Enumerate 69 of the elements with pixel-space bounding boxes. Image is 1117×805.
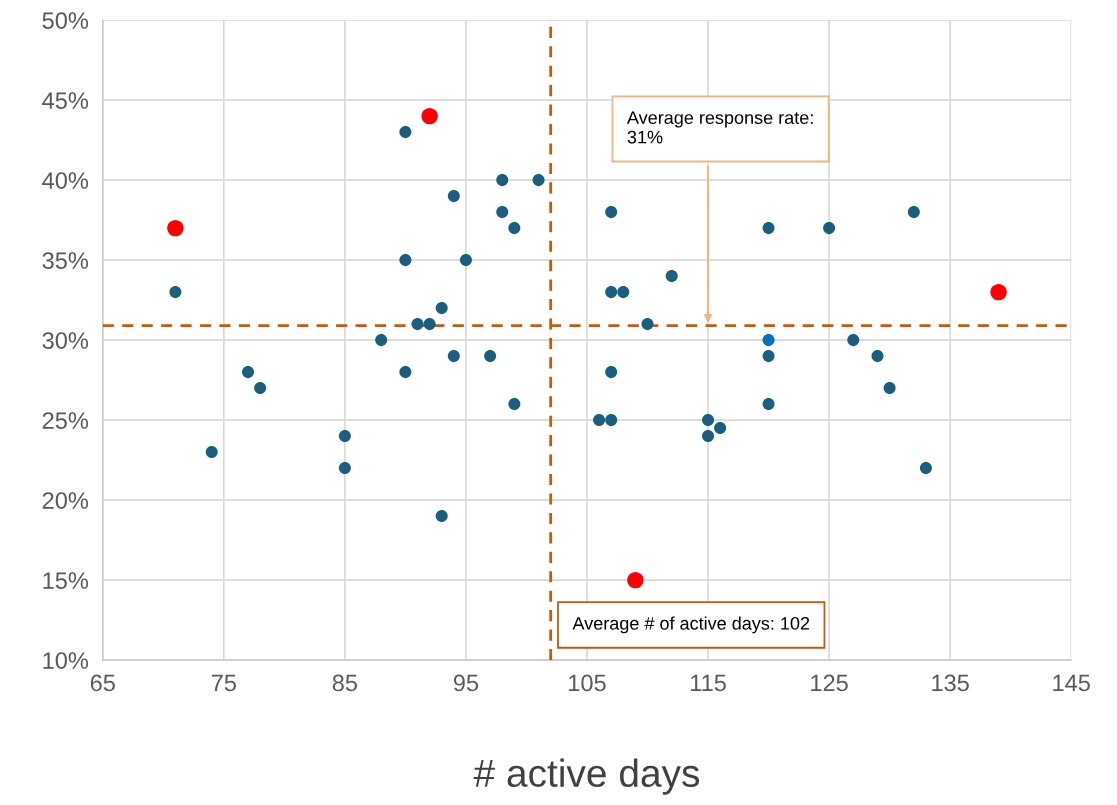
point: [421, 107, 438, 125]
y-tick-label: 45%: [42, 92, 89, 109]
y-tick-label: 25%: [42, 412, 89, 429]
x-tick-label: 145: [1053, 674, 1090, 692]
point: [605, 206, 618, 219]
point: [702, 414, 715, 427]
y-tick-label: 30%: [42, 332, 89, 349]
x-tick-label: 75: [211, 674, 236, 692]
point: [399, 126, 412, 139]
point: [411, 318, 424, 331]
point: [823, 222, 836, 235]
y-tick-label: 15%: [43, 572, 89, 589]
y-tick-label: 40%: [42, 172, 89, 189]
y-tick-label: 35%: [42, 252, 89, 269]
point: [532, 174, 545, 187]
x-tick-label: 85: [332, 674, 358, 692]
point: [459, 254, 472, 267]
point: [617, 286, 630, 299]
x-tick-label: 125: [811, 674, 848, 692]
point: [447, 350, 460, 363]
y-tick-label: 10%: [43, 652, 89, 669]
point: [847, 334, 860, 347]
point: [762, 222, 775, 235]
point: [484, 350, 497, 363]
x-tick-label: 95: [453, 674, 479, 692]
point: [167, 219, 184, 237]
point: [605, 414, 618, 427]
point: [242, 366, 255, 379]
point: [399, 366, 412, 379]
point: [447, 190, 460, 203]
point: [338, 462, 351, 475]
point: [871, 350, 884, 363]
point: [702, 430, 715, 443]
point: [627, 571, 644, 589]
point: [496, 174, 509, 187]
point: [169, 286, 182, 299]
point: [907, 206, 920, 219]
point: [508, 398, 521, 411]
point: [205, 446, 218, 459]
point: [375, 334, 388, 347]
annotation: Average response rate: 31%: [626, 111, 813, 144]
x-tick-label: 135: [932, 674, 969, 692]
point: [714, 422, 727, 435]
y-tick-label: 50%: [42, 12, 89, 29]
point: [254, 382, 267, 395]
point: [399, 254, 412, 267]
point: [762, 334, 775, 347]
point: [435, 510, 448, 523]
x-tick-label: 65: [90, 674, 115, 692]
x-tick-label: 115: [691, 674, 726, 692]
point: [762, 350, 775, 363]
point: [883, 382, 896, 395]
point: [990, 283, 1007, 301]
point: [508, 222, 521, 235]
point: [496, 206, 509, 219]
ref-line-label: Average # of active days: 102: [572, 616, 810, 634]
point: [605, 286, 618, 299]
y-tick-label: 20%: [42, 492, 89, 509]
point: [919, 462, 932, 475]
point: [762, 398, 775, 411]
x-axis-title: # active days: [473, 758, 700, 795]
point: [641, 318, 654, 331]
point: [423, 318, 436, 331]
point: [435, 302, 448, 315]
point: [593, 414, 606, 427]
x-tick-label: 105: [569, 674, 606, 692]
point: [605, 366, 618, 379]
point: [338, 430, 351, 443]
point: [665, 270, 678, 283]
